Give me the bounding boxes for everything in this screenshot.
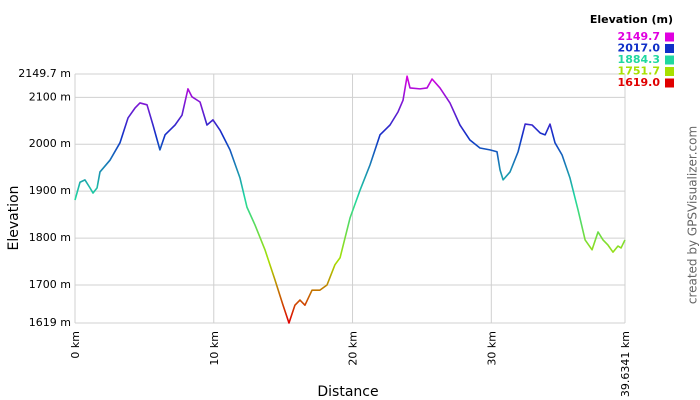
x-tick-label: 30 km xyxy=(485,331,498,366)
y-axis-title: Elevation xyxy=(6,185,22,250)
y-tick-label: 2100 m xyxy=(29,90,71,103)
x-tick-label: 39.6341 km xyxy=(619,331,632,397)
legend-label: 2149.7 xyxy=(618,30,660,43)
x-axis-title: Distance xyxy=(317,384,378,400)
watermark: created by GPSVisualizer.com xyxy=(686,126,700,304)
y-tick-label: 1900 m xyxy=(29,184,71,197)
y-tick-label: 1800 m xyxy=(29,231,71,244)
y-tick-label: 1700 m xyxy=(29,278,71,291)
y-tick-label: 2000 m xyxy=(29,137,71,150)
legend-swatch xyxy=(665,44,674,53)
legend-label: 1751.7 xyxy=(618,65,660,78)
legend-swatch xyxy=(665,55,674,65)
x-tick-label: 0 km xyxy=(69,331,82,359)
elevation-line xyxy=(74,75,626,324)
y-tick-label: 2149.7 m xyxy=(18,67,71,80)
legend-label: 1884.3 xyxy=(618,53,660,66)
legend-swatch xyxy=(665,78,674,88)
x-tick-label: 20 km xyxy=(347,331,360,366)
legend-swatch xyxy=(665,32,674,42)
legend-swatch xyxy=(665,67,674,76)
x-tick-label: 10 km xyxy=(208,331,221,366)
legend-label: 1619.0 xyxy=(618,76,661,89)
legend-label: 2017.0 xyxy=(618,42,661,55)
y-tick-label: 1619 m xyxy=(29,316,71,329)
legend-title: Elevation (m) xyxy=(590,13,673,26)
